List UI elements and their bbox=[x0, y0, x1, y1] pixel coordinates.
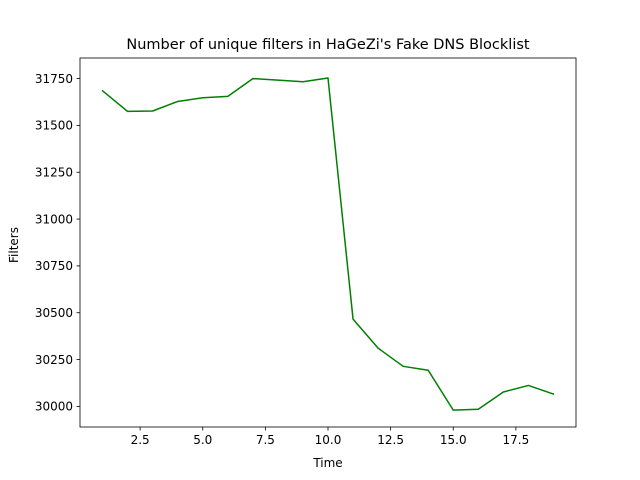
plot-area: 2.5 5.0 7.5 10.0 12.5 15.0 17.5 30000 30250 30500… bbox=[35, 57, 577, 447]
x-tick-label: 7.5 bbox=[256, 433, 275, 447]
x-tick-label: 5.0 bbox=[193, 433, 212, 447]
x-tick-label: 15.0 bbox=[440, 433, 467, 447]
y-tick-label: 30250 bbox=[35, 353, 73, 367]
x-tick-label: 17.5 bbox=[503, 433, 530, 447]
y-tick-label: 30500 bbox=[35, 306, 73, 320]
series-line bbox=[101, 77, 555, 411]
x-tick-label: 12.5 bbox=[377, 433, 404, 447]
y-tick-label: 31000 bbox=[35, 212, 73, 226]
y-axis-label: Filters bbox=[7, 227, 21, 263]
y-tick-label: 31500 bbox=[35, 119, 73, 133]
x-tick-label: 2.5 bbox=[131, 433, 150, 447]
x-axis-label: Time bbox=[312, 456, 342, 470]
y-tick-label: 30000 bbox=[35, 400, 73, 414]
y-tick-label: 30750 bbox=[35, 259, 73, 273]
x-tick-label: 10.0 bbox=[315, 433, 342, 447]
chart-title: Number of unique filters in HaGeZi's Fak… bbox=[126, 37, 530, 53]
y-tick-label: 31750 bbox=[35, 72, 73, 86]
y-tick-label: 31250 bbox=[35, 166, 73, 180]
